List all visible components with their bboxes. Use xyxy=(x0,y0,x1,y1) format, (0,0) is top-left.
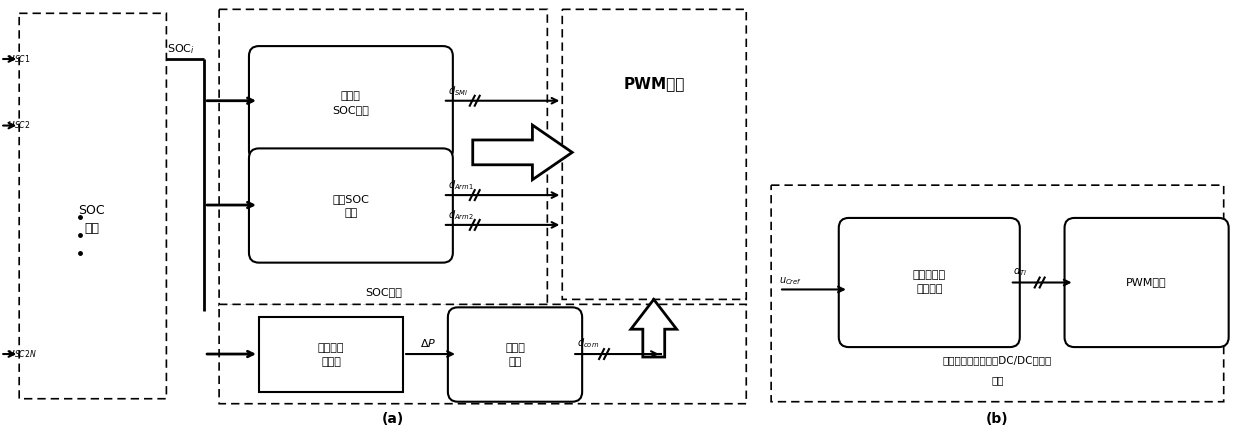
Text: SOC均衡: SOC均衡 xyxy=(365,287,402,297)
Text: $\Delta P$: $\Delta P$ xyxy=(420,337,436,349)
FancyBboxPatch shape xyxy=(838,218,1019,347)
Text: 能量管理: 能量管理 xyxy=(470,386,496,396)
Text: PWM调制: PWM调制 xyxy=(624,76,684,91)
FancyBboxPatch shape xyxy=(19,13,166,399)
FancyBboxPatch shape xyxy=(771,185,1224,402)
Text: 电流调
节器: 电流调 节器 xyxy=(505,342,525,366)
Text: 了模块
SOC均衡: 了模块 SOC均衡 xyxy=(332,91,370,115)
Text: $u_{SC2N}$: $u_{SC2N}$ xyxy=(7,348,37,360)
Text: $u_{SC1}$: $u_{SC1}$ xyxy=(7,53,31,65)
Polygon shape xyxy=(631,299,677,357)
Text: 桥臂SOC
均衡: 桥臂SOC 均衡 xyxy=(332,193,370,218)
Text: $d_{Ti}$: $d_{Ti}$ xyxy=(1013,265,1027,278)
Text: (a): (a) xyxy=(382,411,404,426)
Text: $u_{SC2}$: $u_{SC2}$ xyxy=(7,120,31,131)
Text: SOC
计算: SOC 计算 xyxy=(78,205,105,236)
Text: $d_{SMi}$: $d_{SMi}$ xyxy=(448,84,469,98)
Text: (b): (b) xyxy=(986,411,1008,426)
Bar xyxy=(259,317,403,392)
FancyBboxPatch shape xyxy=(219,9,547,305)
Text: 超级电容储能型双向DC/DC变换器: 超级电容储能型双向DC/DC变换器 xyxy=(942,355,1052,365)
Text: $d_{Arm1}$: $d_{Arm1}$ xyxy=(448,178,474,192)
Text: $\mathrm{SOC}_i$: $\mathrm{SOC}_i$ xyxy=(167,42,195,56)
FancyBboxPatch shape xyxy=(249,148,453,263)
FancyBboxPatch shape xyxy=(219,304,746,404)
Text: 控制: 控制 xyxy=(991,375,1003,385)
Polygon shape xyxy=(472,125,572,180)
Text: $d_{Arm2}$: $d_{Arm2}$ xyxy=(448,208,474,222)
FancyBboxPatch shape xyxy=(562,9,746,299)
FancyBboxPatch shape xyxy=(448,307,582,402)
Text: $u_{Cref}$: $u_{Cref}$ xyxy=(779,275,802,287)
Text: 了模块电容
电压平衡: 了模块电容 电压平衡 xyxy=(913,271,946,295)
Text: PWM调制: PWM调制 xyxy=(1126,278,1167,287)
FancyBboxPatch shape xyxy=(249,46,453,160)
Text: 充放电功
率计算: 充放电功 率计算 xyxy=(317,342,345,366)
FancyBboxPatch shape xyxy=(1065,218,1229,347)
Text: $d_{com}$: $d_{com}$ xyxy=(577,336,599,350)
